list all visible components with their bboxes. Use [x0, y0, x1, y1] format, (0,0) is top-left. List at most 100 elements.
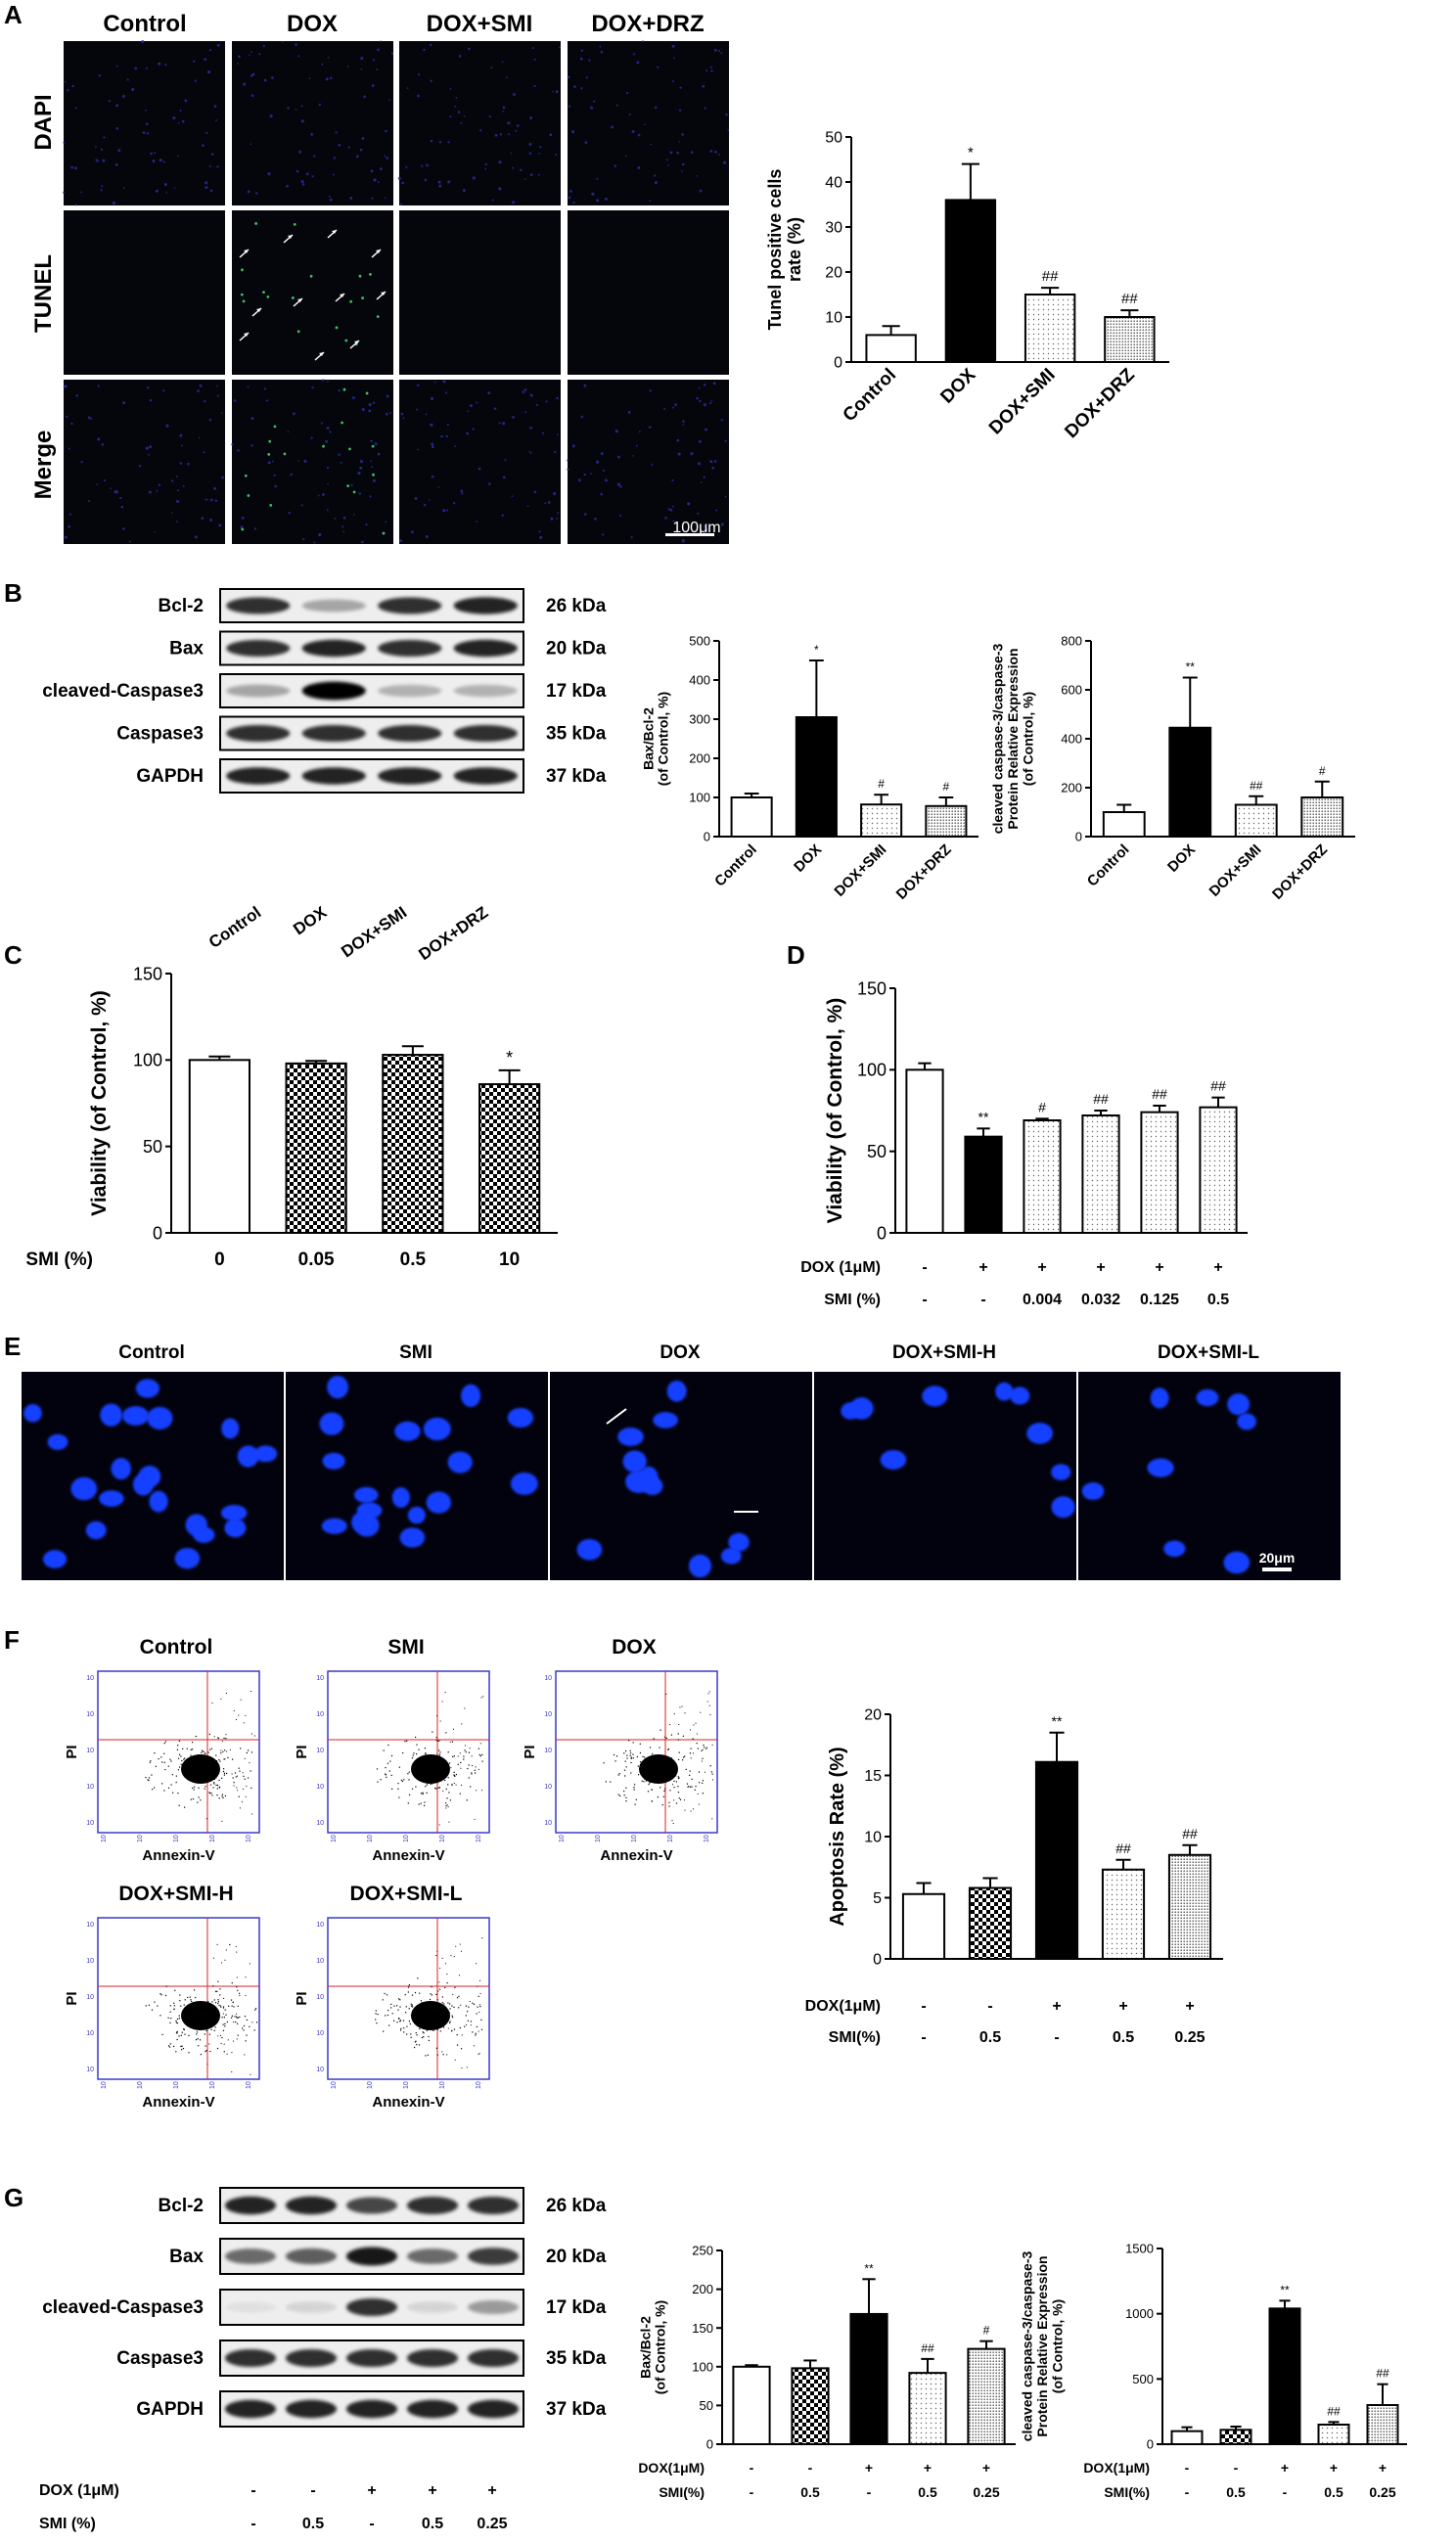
- condition-row-label: SMI (%): [824, 1292, 881, 1308]
- blot-band-label: Bcl-2: [159, 2196, 204, 2216]
- chart-g-cleaved-caspase: 0 500 1000 1500 cleaved caspase-3/caspase-3P…: [1020, 2242, 1407, 2500]
- flow-ylabel: PI: [522, 1745, 538, 1758]
- bar: [285, 1062, 347, 1235]
- bar: [382, 1054, 444, 1234]
- svg-text:10: 10: [595, 1835, 602, 1842]
- y-tick-label: 1000: [1125, 2306, 1154, 2321]
- blot-row: Caspase3 35 kDa: [116, 2340, 607, 2377]
- x-tick-label: DOX+DRZ: [893, 841, 955, 903]
- svg-text:10: 10: [86, 1820, 94, 1827]
- significance-mark: *: [968, 145, 974, 161]
- svg-text:10: 10: [439, 2081, 446, 2089]
- e-col-label-dox-smi-l: DOX+SMI-L: [1158, 1342, 1259, 1363]
- blot-band: [226, 597, 291, 614]
- significance-mark: *: [814, 643, 819, 657]
- svg-text:10: 10: [544, 1675, 552, 1682]
- condition-cell: 0.5: [1324, 2484, 1343, 2500]
- arrow-icon: [606, 1408, 627, 1425]
- x-tick-label: Control: [840, 365, 901, 427]
- y-tick-label: 30: [825, 220, 842, 237]
- condition-cell: -: [1283, 2484, 1288, 2500]
- flow-ylabel: PI: [64, 1745, 80, 1758]
- y-tick-label: 600: [1061, 683, 1082, 698]
- condition-cell: +: [1118, 1998, 1127, 2015]
- g-dox-cell: -: [310, 2482, 315, 2499]
- y-tick-label: 0: [1147, 2437, 1154, 2452]
- blot-band: [406, 2349, 459, 2367]
- blot-band: [285, 2349, 338, 2367]
- x-tick-label: DOX+DRZ: [1061, 364, 1139, 442]
- bar: [1140, 1111, 1179, 1234]
- blot-band-label: cleaved-Caspase3: [42, 681, 204, 702]
- y-tick-label: 20: [825, 265, 842, 282]
- svg-text:10: 10: [316, 1820, 324, 1827]
- y-axis-label: Apoptosis Rate (%): [827, 1747, 848, 1926]
- condition-cell: 0.5: [1226, 2484, 1246, 2500]
- e-col-label-smi: SMI: [399, 1342, 432, 1363]
- bar: [188, 1059, 250, 1235]
- a-cell: [568, 210, 729, 375]
- condition-cell: 0.25: [1174, 2029, 1205, 2046]
- a-cell: [399, 380, 561, 544]
- e-col-label-dox: DOX: [660, 1342, 701, 1363]
- svg-text:10: 10: [173, 1835, 180, 1842]
- a-scale-bar: [665, 533, 714, 536]
- svg-text:10: 10: [86, 1711, 94, 1718]
- svg-text:10: 10: [86, 1958, 94, 1965]
- condition-cell: -: [1185, 2460, 1190, 2476]
- panel-letter-b: B: [4, 578, 23, 608]
- a-row-label-dapi: DAPI: [30, 94, 57, 150]
- x-tick-label: DOX: [936, 364, 979, 407]
- svg-text:10: 10: [209, 1835, 216, 1842]
- condition-cell: +: [978, 1259, 987, 1276]
- svg-text:10: 10: [86, 1675, 94, 1682]
- a-cell: [64, 210, 225, 375]
- y-tick-label: 40: [825, 175, 842, 192]
- svg-text:10: 10: [101, 2081, 108, 2089]
- svg-text:10: 10: [316, 1994, 324, 2001]
- e-cell: [814, 1372, 1076, 1580]
- x-tick-label: 10: [499, 1249, 520, 1270]
- a-cell: [63, 380, 225, 544]
- bar: [1102, 811, 1146, 838]
- flow-xlabel: Annexin-V: [600, 1847, 672, 1864]
- condition-cell: -: [750, 2484, 754, 2500]
- y-axis-label: Viability (of Control, %): [88, 990, 111, 1216]
- blot-band: [467, 2399, 520, 2419]
- y-tick-label: 100: [133, 1051, 162, 1070]
- svg-text:10: 10: [101, 1835, 108, 1842]
- a-cell: [62, 39, 225, 206]
- x-tick-label: Control: [711, 841, 760, 890]
- significance-mark: ##: [1042, 268, 1059, 285]
- y-axis-label: Tunel positive cellsrate (%): [765, 169, 804, 331]
- y-tick-label: 15: [864, 1768, 882, 1785]
- blot-band-label: Bax: [169, 639, 204, 659]
- condition-cell: -: [1234, 2460, 1239, 2476]
- blot-band: [224, 2301, 277, 2313]
- blot-band: [285, 2196, 338, 2215]
- condition-cell: -: [921, 1998, 926, 2015]
- e-col-label-dox-smi-h: DOX+SMI-H: [892, 1342, 996, 1363]
- e-image-grid: [22, 1372, 1341, 1580]
- chart-f-apoptosis: 0 5 10 15 20 Apoptosis Rate (%) - - - 0.5 ** + - ## +0…: [805, 1707, 1223, 2046]
- condition-cell: +: [924, 2460, 932, 2476]
- significance-mark: ##: [1210, 1078, 1226, 1094]
- y-tick-label: 0: [834, 355, 842, 372]
- blot-band: [224, 2196, 277, 2215]
- blot-row: Bcl-2 26 kDa: [159, 588, 607, 623]
- g-dox-cell: -: [250, 2482, 255, 2499]
- blot-band: [378, 640, 442, 657]
- significance-mark: ##: [1115, 1840, 1131, 1856]
- significance-mark: **: [978, 1109, 989, 1124]
- blot-band: [378, 725, 442, 742]
- svg-text:10: 10: [403, 2081, 410, 2089]
- chart-g-bax-bcl2: 0 50 100 150 200 250 Bax/Bcl-2(of Control, %) -…: [637, 2244, 1016, 2500]
- significance-mark: ##: [1152, 1086, 1167, 1102]
- svg-text:10: 10: [316, 1922, 324, 1929]
- bar: [1219, 2429, 1252, 2445]
- significance-mark: #: [943, 780, 950, 794]
- significance-mark: **: [1280, 2283, 1290, 2296]
- x-tick-label: DOX+SMI: [831, 841, 889, 900]
- condition-row-label: DOX(1μM): [638, 2460, 705, 2476]
- bar: [1034, 1760, 1079, 1960]
